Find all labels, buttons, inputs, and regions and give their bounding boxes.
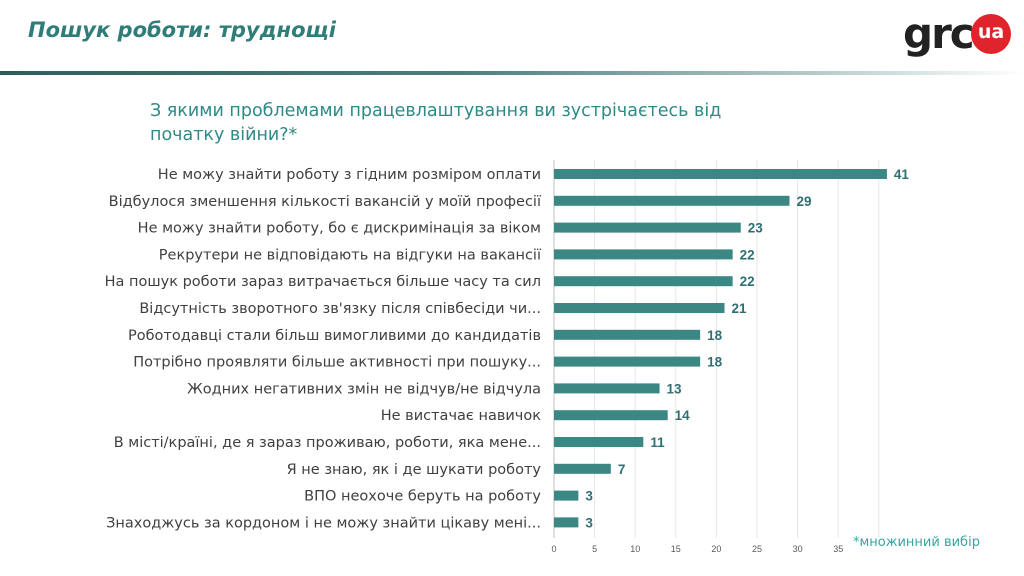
bar bbox=[554, 249, 733, 260]
bar bbox=[554, 276, 733, 287]
logo-text: grc bbox=[903, 9, 975, 58]
chart-question: З якими проблемами працевлаштування ви з… bbox=[150, 101, 722, 145]
bar bbox=[554, 356, 701, 367]
x-tick-label: 30 bbox=[793, 544, 803, 554]
bar bbox=[554, 410, 668, 421]
category-label: Рекрутери не відповідають на відгуки на … bbox=[159, 247, 542, 263]
x-tick-label: 0 bbox=[551, 544, 556, 554]
bar bbox=[554, 329, 701, 340]
bar bbox=[554, 490, 579, 501]
x-tick-label: 25 bbox=[752, 544, 762, 554]
category-label: На пошук роботи зараз витрачається більш… bbox=[105, 274, 541, 290]
value-label: 14 bbox=[675, 408, 691, 423]
x-tick-label: 10 bbox=[630, 544, 640, 554]
value-label: 22 bbox=[740, 247, 755, 262]
value-label: 3 bbox=[585, 515, 593, 530]
value-label: 41 bbox=[894, 167, 910, 182]
bar bbox=[554, 222, 741, 233]
x-tick-label: 5 bbox=[592, 544, 597, 554]
bar bbox=[554, 303, 725, 313]
bar bbox=[554, 463, 611, 474]
category-label: Роботодавці стали більш вимогливими до к… bbox=[128, 328, 541, 344]
grc-ua-logo: grc ua bbox=[903, 12, 1013, 60]
category-label: Жодних негативних змін не відчув/не відч… bbox=[187, 381, 541, 397]
value-label: 11 bbox=[650, 435, 665, 450]
bar bbox=[554, 383, 660, 394]
value-label: 18 bbox=[707, 328, 723, 343]
category-label: В місті/країні, де я зараз проживаю, роб… bbox=[114, 435, 541, 451]
value-label: 7 bbox=[618, 462, 626, 477]
logo-badge: ua bbox=[971, 14, 1011, 54]
footnote: *множинний вибір bbox=[853, 535, 980, 550]
bar bbox=[554, 517, 579, 528]
value-label: 13 bbox=[667, 381, 683, 396]
category-label: Не можу знайти роботу з гідним розміром … bbox=[158, 167, 541, 183]
slide-title: Пошук роботи: труднощі bbox=[28, 18, 336, 42]
category-label: Знаходжусь за кордоном і не можу знайти … bbox=[106, 515, 541, 531]
category-label: Потрібно проявляти більше активності при… bbox=[133, 355, 541, 371]
bar bbox=[554, 195, 790, 206]
value-label: 29 bbox=[796, 194, 811, 209]
value-label: 21 bbox=[732, 301, 748, 316]
value-label: 18 bbox=[707, 355, 723, 370]
category-label: Відбулося зменшення кількості вакансій у… bbox=[109, 194, 542, 210]
category-label: Не можу знайти роботу, бо є дискримінаці… bbox=[138, 221, 541, 237]
bar bbox=[554, 437, 644, 447]
category-label: ВПО неохоче беруть на роботу bbox=[304, 489, 541, 505]
header-divider bbox=[0, 71, 1024, 75]
x-tick-label: 35 bbox=[833, 544, 843, 554]
value-label: 22 bbox=[740, 274, 755, 289]
value-label: 23 bbox=[748, 221, 764, 236]
value-label: 3 bbox=[585, 489, 593, 504]
category-label: Відсутність зворотного зв'язку після спі… bbox=[139, 301, 541, 317]
bar bbox=[554, 169, 887, 179]
category-label: Я не знаю, як і де шукати роботу bbox=[287, 462, 542, 478]
x-tick-label: 15 bbox=[671, 544, 681, 554]
category-label: Не вистачає навичок bbox=[381, 408, 541, 424]
x-tick-label: 20 bbox=[711, 544, 721, 554]
